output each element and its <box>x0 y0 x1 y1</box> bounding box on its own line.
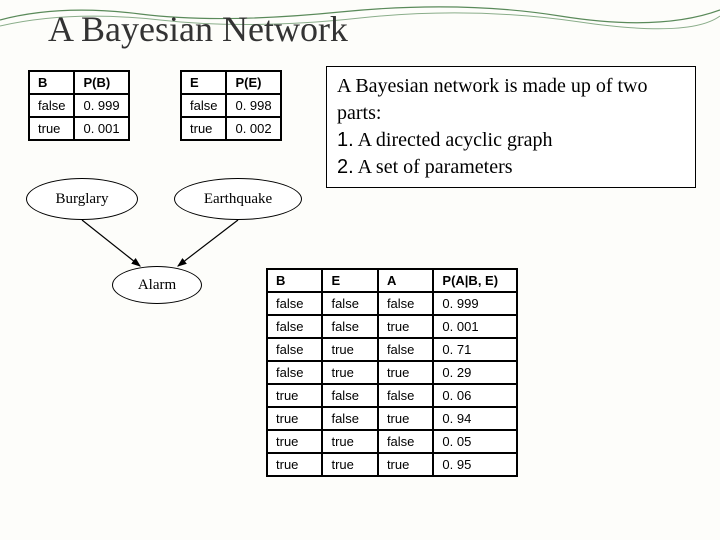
td: false <box>267 292 322 315</box>
table-earthquake: E P(E) false 0. 998 true 0. 002 <box>180 70 282 141</box>
td: false <box>267 338 322 361</box>
td: false <box>378 384 433 407</box>
td: 0. 001 <box>74 117 128 140</box>
td: true <box>378 361 433 384</box>
td: 0. 001 <box>433 315 517 338</box>
td: false <box>267 315 322 338</box>
td: true <box>267 430 322 453</box>
td: true <box>322 338 377 361</box>
th-e: E <box>181 71 226 94</box>
th-pe: P(E) <box>226 71 280 94</box>
td: true <box>267 453 322 476</box>
td: true <box>322 453 377 476</box>
edge-burglary-alarm <box>82 220 140 266</box>
td: true <box>267 407 322 430</box>
desc-item1: 1. A directed acyclic graph <box>337 127 685 154</box>
td: false <box>378 292 433 315</box>
td: false <box>322 292 377 315</box>
td: 0. 06 <box>433 384 517 407</box>
td: true <box>181 117 226 140</box>
page-title: A Bayesian Network <box>48 8 348 50</box>
node-burglary: Burglary <box>26 178 138 220</box>
node-label: Burglary <box>55 191 108 208</box>
td: 0. 05 <box>433 430 517 453</box>
edge-earthquake-alarm <box>178 220 238 266</box>
td: false <box>378 430 433 453</box>
node-earthquake: Earthquake <box>174 178 302 220</box>
desc-item2: 2. A set of parameters <box>337 154 685 181</box>
td: 0. 29 <box>433 361 517 384</box>
td: false <box>181 94 226 117</box>
td: true <box>378 407 433 430</box>
td: true <box>322 430 377 453</box>
th: E <box>322 269 377 292</box>
td: 0. 002 <box>226 117 280 140</box>
td: false <box>29 94 74 117</box>
td: true <box>378 315 433 338</box>
table-burglary: B P(B) false 0. 999 true 0. 001 <box>28 70 130 141</box>
th-pb: P(B) <box>74 71 128 94</box>
th: B <box>267 269 322 292</box>
td: 0. 999 <box>433 292 517 315</box>
table-alarm: B E A P(A|B, E) falsefalsefalse0. 999 fa… <box>266 268 518 477</box>
node-label: Alarm <box>138 277 176 294</box>
td: true <box>322 361 377 384</box>
td: 0. 999 <box>74 94 128 117</box>
td: true <box>29 117 74 140</box>
td: false <box>322 315 377 338</box>
td: false <box>267 361 322 384</box>
th: A <box>378 269 433 292</box>
th-b: B <box>29 71 74 94</box>
td: 0. 94 <box>433 407 517 430</box>
desc-intro: A Bayesian network is made up of two par… <box>337 73 685 127</box>
td: false <box>322 384 377 407</box>
description-box: A Bayesian network is made up of two par… <box>326 66 696 188</box>
td: 0. 998 <box>226 94 280 117</box>
th: P(A|B, E) <box>433 269 517 292</box>
node-alarm: Alarm <box>112 266 202 304</box>
node-label: Earthquake <box>204 191 272 208</box>
td: true <box>378 453 433 476</box>
td: false <box>378 338 433 361</box>
td: 0. 95 <box>433 453 517 476</box>
td: 0. 71 <box>433 338 517 361</box>
td: true <box>267 384 322 407</box>
td: false <box>322 407 377 430</box>
